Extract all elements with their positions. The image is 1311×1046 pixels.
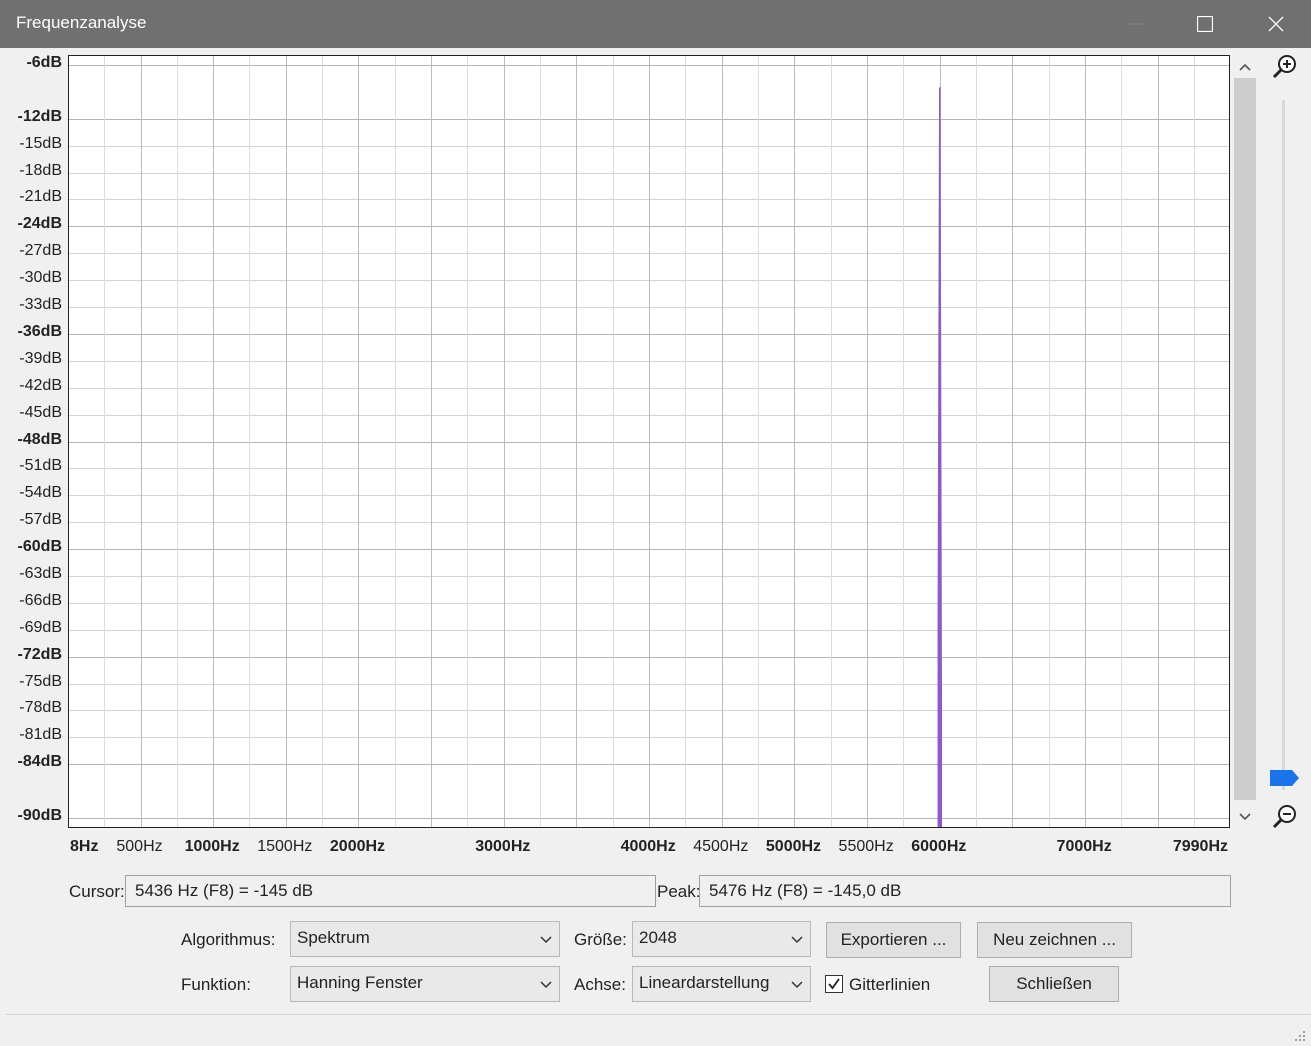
size-value: 2048 (639, 928, 677, 947)
cursor-label: Cursor: (69, 882, 125, 901)
y-tick-label: -66dB (19, 591, 62, 609)
minimize-button[interactable] (1113, 0, 1159, 48)
y-tick-label: -81dB (19, 726, 62, 744)
y-tick-label: -39dB (19, 349, 62, 367)
window-title: Frequenzanalyse (16, 13, 147, 32)
y-tick-label: -12dB (17, 107, 62, 125)
y-tick-label: -36dB (17, 322, 62, 340)
maximize-button[interactable] (1182, 0, 1228, 48)
spectrum-series (937, 87, 943, 827)
zoom-slider-track[interactable] (1282, 100, 1285, 790)
x-tick-label: 500Hz (116, 838, 163, 855)
y-tick-label: -27dB (19, 242, 62, 260)
gridlines-checkbox[interactable] (825, 975, 843, 993)
close-window-button[interactable] (1253, 0, 1299, 48)
scroll-down-icon[interactable] (1238, 812, 1252, 822)
axis-label: Achse: (574, 975, 626, 994)
y-tick-label: -69dB (19, 618, 62, 636)
maximize-icon (1197, 16, 1213, 32)
peak-readout: 5476 Hz (F8) = -145,0 dB (699, 875, 1231, 907)
zoom-in-icon[interactable] (1271, 53, 1299, 81)
minimize-icon (1129, 23, 1143, 25)
x-tick-label: 7990Hz (1172, 838, 1228, 855)
y-tick-label: -42dB (19, 376, 62, 394)
x-tick-label: 6000Hz (911, 838, 967, 855)
y-tick-label: -30dB (19, 269, 62, 287)
y-tick-label: -21dB (19, 188, 62, 206)
y-tick-label: -15dB (19, 134, 62, 152)
title-bar: Frequenzanalyse (0, 0, 1311, 48)
status-bar-divider (6, 1014, 1311, 1015)
scrollbar-thumb[interactable] (1234, 78, 1256, 800)
y-tick-label: -18dB (19, 161, 62, 179)
spectrum-plot[interactable] (68, 55, 1230, 828)
x-tick-label: 3000Hz (475, 838, 531, 855)
x-tick-label: 7000Hz (1056, 838, 1112, 855)
function-select[interactable]: Hanning Fenster (290, 966, 560, 1002)
y-tick-label: -33dB (19, 296, 62, 314)
y-tick-label: -24dB (17, 215, 62, 233)
axis-value: Lineardarstellung (639, 973, 770, 992)
algorithm-select[interactable]: Spektrum (290, 921, 560, 957)
algorithm-value: Spektrum (297, 928, 370, 947)
zoom-slider-thumb[interactable] (1270, 769, 1300, 787)
chevron-down-icon (791, 981, 803, 989)
function-value: Hanning Fenster (297, 973, 423, 992)
y-tick-label: -63dB (19, 564, 62, 582)
y-tick-label: -78dB (19, 699, 62, 717)
x-tick-label: 4500Hz (693, 838, 749, 855)
x-tick-label: 4000Hz (620, 838, 676, 855)
peak-label: Peak: (657, 882, 701, 901)
y-tick-label: -54dB (19, 484, 62, 502)
redraw-button[interactable]: Neu zeichnen ... (977, 922, 1132, 958)
x-tick-label: 8Hz (70, 838, 99, 855)
close-button[interactable]: Schließen (989, 966, 1119, 1002)
function-label: Funktion: (181, 975, 251, 994)
x-tick-label: 5000Hz (765, 838, 822, 855)
cursor-readout: 5436 Hz (F8) = -145 dB (125, 875, 656, 907)
chevron-down-icon (791, 936, 803, 944)
size-label: Größe: (574, 930, 627, 949)
resize-grip-icon[interactable] (1294, 1030, 1306, 1042)
y-tick-label: -48dB (17, 430, 62, 448)
y-tick-label: -45dB (19, 403, 62, 421)
y-tick-label: -51dB (19, 457, 62, 475)
close-icon (1268, 16, 1284, 32)
size-select[interactable]: 2048 (632, 921, 811, 957)
zoom-out-icon[interactable] (1271, 803, 1299, 831)
scroll-up-icon[interactable] (1238, 62, 1252, 72)
x-tick-label: 1500Hz (257, 838, 313, 855)
chevron-down-icon (540, 981, 552, 989)
gridlines-label[interactable]: Gitterlinien (849, 975, 931, 994)
x-tick-label: 2000Hz (329, 838, 386, 855)
y-tick-label: -90dB (17, 807, 62, 825)
y-tick-label: -60dB (17, 538, 62, 556)
spectrum-plot-svg (69, 56, 1229, 827)
vertical-scrollbar[interactable] (1233, 56, 1257, 826)
axis-select[interactable]: Lineardarstellung (632, 966, 811, 1002)
checkmark-icon (828, 978, 840, 990)
y-tick-label: -72dB (17, 645, 62, 663)
y-tick-label: -6dB (26, 53, 62, 71)
algorithm-label: Algorithmus: (181, 930, 276, 949)
export-button[interactable]: Exportieren ... (826, 922, 961, 958)
x-tick-label: 1000Hz (184, 838, 240, 855)
y-tick-label: -75dB (19, 672, 62, 690)
y-tick-label: -57dB (19, 511, 62, 529)
y-tick-label: -84dB (17, 753, 62, 771)
chevron-down-icon (540, 936, 552, 944)
x-tick-label: 5500Hz (838, 838, 894, 855)
